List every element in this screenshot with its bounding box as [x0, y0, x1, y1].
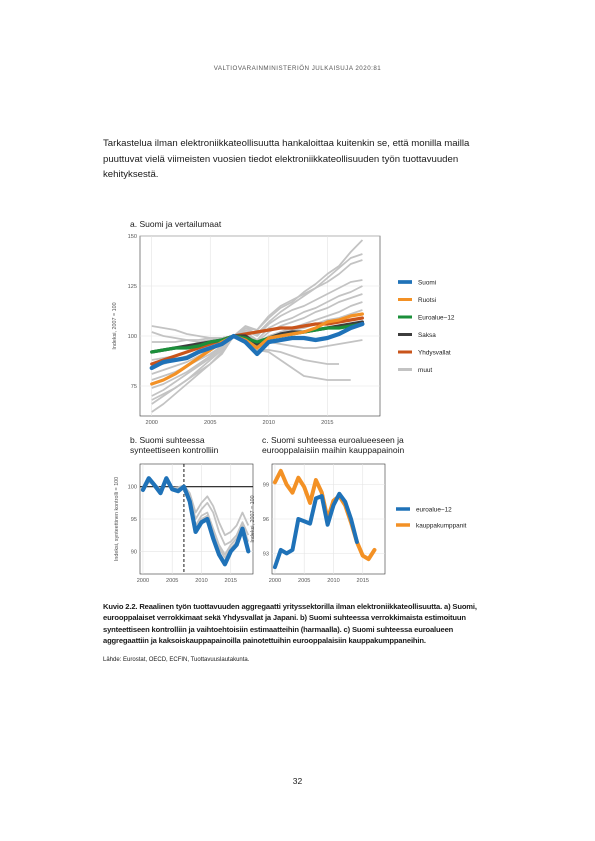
running-header: VALTIOVARAINMINISTERIÖN JULKAISUJA 2020:… [0, 65, 595, 72]
panel-a-xtick: 2000 [145, 420, 157, 426]
panel-c-title-line-0: c. Suomi suhteessa euroalueeseen ja [262, 435, 404, 445]
panel-b-xtick: 2000 [137, 578, 149, 584]
panel-a-ytick: 100 [128, 334, 137, 340]
panel-a-legend-label-5: muut [418, 367, 432, 374]
body-paragraph: Tarkastelua ilman elektroniikkateollisuu… [103, 136, 498, 183]
panel-b: 90 95 100 2000 2005 2010 2015 b. Suomi suhteess… [114, 435, 253, 584]
panel-b-ytick: 100 [128, 485, 137, 491]
panel-a-ytick: 150 [128, 234, 137, 240]
panel-c-xtick: 2000 [269, 578, 281, 584]
panel-a-xtick: 2005 [204, 420, 216, 426]
panel-a-ytick: 75 [131, 384, 137, 390]
panel-b-ytick: 90 [131, 549, 137, 555]
panel-b-ytick: 95 [131, 517, 137, 523]
panel-b-ylabel: Indeksi, synteettinen kontrolli = 100 [114, 477, 120, 561]
panel-b-title-line-1: synteettiseen kontrolliin [130, 445, 219, 455]
panel-a-legend-label-2: Euroalue−12 [418, 314, 455, 321]
figure-svg: 75 100 125 150 2000 2005 2010 2015 a. Suomi ja v… [100, 210, 500, 595]
panel-a-legend-label-3: Saksa [418, 332, 436, 339]
panel-c-xtick: 2010 [327, 578, 339, 584]
panel-c: 93 96 99 2000 2005 2010 2015 c. Suomi suhteessa… [250, 435, 467, 584]
panel-c-ytick: 99 [263, 483, 269, 489]
panel-c-title-line-1: eurooppalaisiin maihin kauppapainoin [262, 445, 405, 455]
panel-c-legend-label-1: kauppakumppanit [416, 522, 467, 529]
panel-c-ytick: 96 [263, 517, 269, 523]
figure-2-2: 75 100 125 150 2000 2005 2010 2015 a. Suomi ja v… [100, 210, 500, 595]
panel-c-xtick: 2005 [298, 578, 310, 584]
panel-a-ytick: 125 [128, 284, 137, 290]
panel-b-xtick: 2015 [225, 578, 237, 584]
panel-a-title-line-0: a. Suomi ja vertailumaat [130, 219, 222, 229]
panel-a-legend-label-0: Suomi [418, 279, 436, 286]
panel-c-legend-label-0: euroalue−12 [416, 506, 452, 513]
panel-a-legend-label-4: Yhdysvallat [418, 349, 451, 356]
figure-source: Lähde: Eurostat, OECD, ECFIN, Tuottavuus… [103, 657, 498, 663]
page-number: 32 [0, 776, 595, 786]
panel-c-ytick: 93 [263, 551, 269, 557]
panel-c-ylabel: Indeksi, 2007 = 100 [250, 495, 256, 542]
panel-a-ylabel: Indeksi, 2007 = 100 [112, 302, 118, 349]
panel-b-title-line-0: b. Suomi suhteessa [130, 435, 205, 445]
panel-a-xtick: 2010 [263, 420, 275, 426]
panel-b-xtick: 2005 [166, 578, 178, 584]
figure-caption: Kuvio 2.2. Reaalinen työn tuottavuuden a… [103, 601, 498, 646]
panel-a-xtick: 2015 [321, 420, 333, 426]
panel-a-legend-label-1: Ruotsi [418, 297, 436, 304]
panel-c-xtick: 2015 [357, 578, 369, 584]
panel-a: 75 100 125 150 2000 2005 2010 2015 a. Suomi ja v… [112, 219, 455, 426]
panel-b-xtick: 2010 [195, 578, 207, 584]
